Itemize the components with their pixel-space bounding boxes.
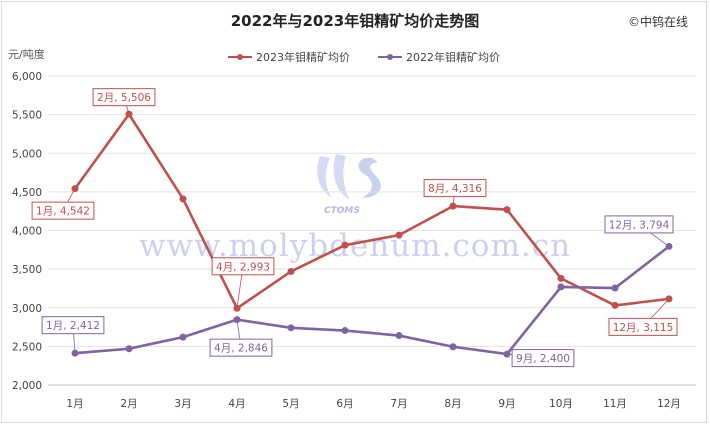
- data-label-box: [423, 179, 487, 198]
- legend-item-2023: 2023年钼精矿均价: [228, 49, 350, 65]
- data-point: [125, 345, 133, 353]
- data-label: 1月, 4,542: [36, 206, 90, 218]
- data-label: 12月, 3,794: [609, 219, 670, 231]
- legend-label-2023: 2023年钼精矿均价: [256, 51, 350, 64]
- x-tick-label: 7月: [390, 398, 407, 410]
- data-label: 4月, 2,846: [214, 343, 268, 355]
- y-axis-unit: 元/吨度: [8, 48, 45, 61]
- data-point: [287, 267, 295, 275]
- data-label: 1月, 2,412: [46, 320, 100, 332]
- data-point: [611, 284, 619, 292]
- data-label-box: [92, 88, 156, 107]
- y-tick-label: 4,000: [12, 226, 42, 238]
- data-label: 8月, 4,316: [428, 183, 482, 195]
- data-point: [179, 333, 187, 341]
- x-tick-label: 12月: [657, 398, 681, 410]
- y-tick-label: 5,000: [12, 148, 42, 160]
- x-tick-label: 9月: [498, 398, 515, 410]
- x-tick-label: 2月: [120, 398, 137, 410]
- x-tick-label: 6月: [336, 398, 353, 410]
- data-label-box: [41, 316, 105, 335]
- x-tick-label: 10月: [549, 398, 573, 410]
- data-point: [611, 301, 619, 309]
- ctoms-logo-icon: [317, 154, 381, 200]
- y-tick-label: 6,000: [12, 71, 42, 83]
- legend-label-2022: 2022年钼精矿均价: [406, 51, 500, 64]
- data-point: [341, 241, 349, 249]
- data-point: [341, 327, 349, 335]
- y-tick-label: 2,000: [12, 380, 42, 392]
- x-tick-label: 5月: [282, 398, 299, 410]
- y-tick-label: 5,500: [12, 110, 42, 122]
- chart-title: 2022年与2023年钼精矿均价走势图: [230, 12, 480, 30]
- data-point: [287, 324, 295, 332]
- legend-item-2022: 2022年钼精矿均价: [378, 49, 500, 65]
- x-tick-label: 1月: [66, 398, 83, 410]
- data-label-box: [608, 317, 678, 336]
- legend-swatch-2022: [378, 54, 402, 60]
- data-label: 12月, 3,115: [613, 322, 674, 334]
- data-label: 9月, 2,400: [516, 353, 570, 365]
- y-tick-label: 2,500: [12, 341, 42, 353]
- y-tick-label: 3,500: [12, 264, 42, 276]
- data-point: [557, 274, 565, 282]
- data-label-box: [209, 338, 273, 357]
- data-point: [179, 195, 187, 203]
- data-point: [395, 332, 403, 340]
- x-tick-label: 11月: [603, 398, 627, 410]
- watermark-logo-text: CTOMS: [324, 206, 360, 216]
- copyright-text: ©中钨在线: [627, 15, 688, 29]
- x-tick-label: 8月: [444, 398, 461, 410]
- data-point: [395, 231, 403, 239]
- legend-swatch-2023: [228, 54, 252, 60]
- x-tick-label: 4月: [228, 398, 245, 410]
- data-label-box: [211, 257, 275, 276]
- data-point: [557, 283, 565, 291]
- y-tick-label: 4,500: [12, 187, 42, 199]
- legend: 2023年钼精矿均价 2022年钼精矿均价: [228, 49, 500, 65]
- data-label: 4月, 2,993: [216, 261, 270, 273]
- data-label: 2月, 5,506: [97, 92, 151, 104]
- data-label-box: [604, 215, 674, 234]
- x-tick-label: 3月: [174, 398, 191, 410]
- series-line-1: [74, 245, 670, 356]
- y-tick-label: 3,000: [12, 303, 42, 315]
- data-label-box: [511, 349, 575, 368]
- data-label-box: [31, 201, 95, 220]
- data-point: [449, 343, 457, 351]
- data-point: [503, 206, 511, 214]
- series-line-0: [73, 112, 670, 310]
